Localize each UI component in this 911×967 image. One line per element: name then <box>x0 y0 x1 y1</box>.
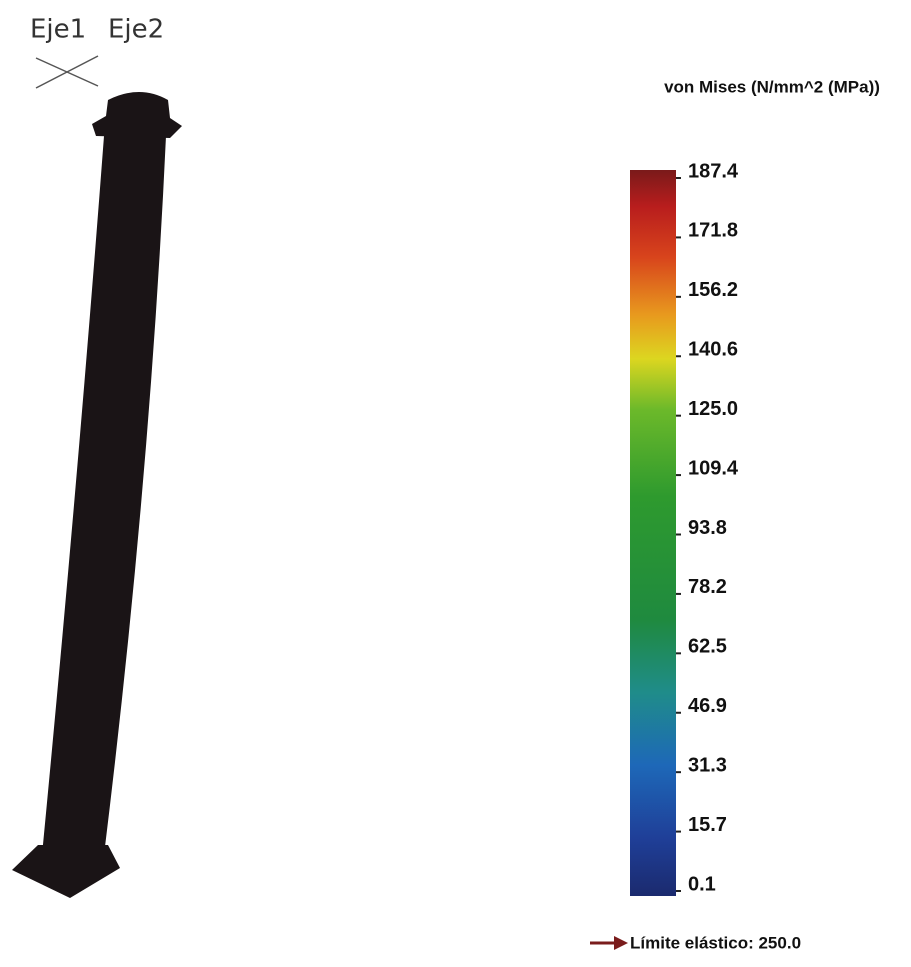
tick-label: 31.3 <box>688 754 727 776</box>
axis-triad <box>36 56 98 88</box>
yield-limit: Límite elástico: 250.0 <box>630 933 801 952</box>
tick-label: 187.4 <box>688 160 739 182</box>
tick-label: 62.5 <box>688 636 727 658</box>
tick-label: 46.9 <box>688 695 727 717</box>
axis-label: Eje2 <box>108 15 164 45</box>
tick-label: 78.2 <box>688 576 727 598</box>
legend-ticks: 187.4 171.8 156.2 140.6 125.0 109.4 93.8 78.2 62… <box>676 160 739 895</box>
axis-label: Eje1 <box>30 15 86 45</box>
screenshot: Eje1 Eje2 von Mises (N/mm^2 (MPa)) 187.4… <box>0 0 911 962</box>
tick-label: 171.8 <box>688 220 738 242</box>
tick-label: 156.2 <box>688 279 738 301</box>
tick-label: 140.6 <box>688 339 738 361</box>
legend-title: von Mises (N/mm^2 (MPa)) <box>664 77 880 96</box>
beam-model <box>12 92 182 898</box>
tick-label: 15.7 <box>688 814 727 836</box>
tick-label: 125.0 <box>688 398 738 420</box>
tick-label: 0.1 <box>688 873 716 895</box>
tick-label: 109.4 <box>688 457 739 479</box>
color-bar <box>630 170 676 896</box>
tick-label: 93.8 <box>688 517 727 539</box>
yield-arrow <box>590 936 628 950</box>
